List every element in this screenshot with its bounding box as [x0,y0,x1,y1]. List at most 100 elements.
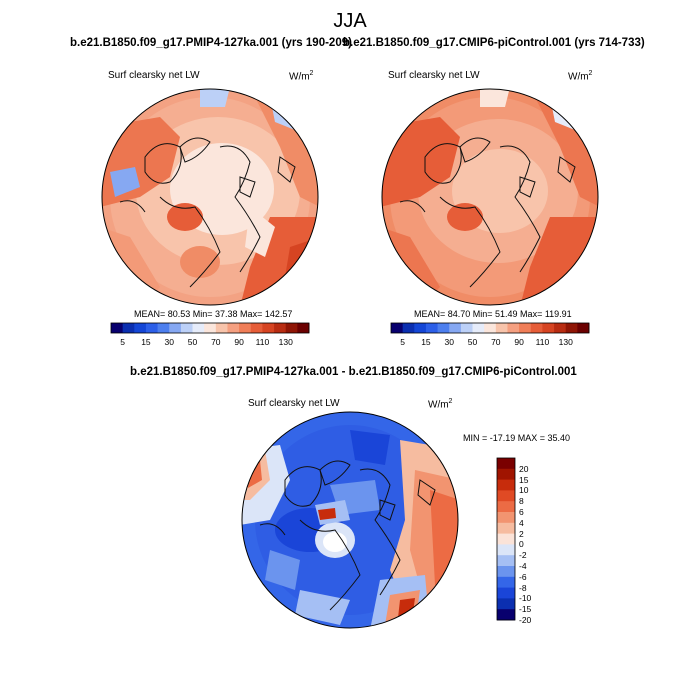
colorbar-swatch [437,323,450,333]
colorbar-tick-label: 6 [519,507,524,517]
colorbar-swatch [554,323,567,333]
colorbar-tick-label: -6 [519,571,527,582]
panel2-variable-label: Surf clearsky net LW [388,70,480,81]
colorbar-swatch [297,323,310,333]
diff-colorbar-ticks: 20 15 10 8 6 4 2 0 -2 -4 -6 -8 -10 -15 -20 [519,458,549,625]
colorbar-swatch [391,323,404,333]
colorbar-swatch [472,323,485,333]
colorbar-swatch [497,598,515,610]
colorbar-swatch [565,323,578,333]
colorbar-swatch [145,323,158,333]
colorbar-tick-label: 8 [519,496,524,507]
panel1-units: W/m2 [289,70,314,83]
diff-stats: MIN = -17.19 MAX = 35.40 [463,433,571,443]
panel1-colorbar-ticks: 5 15 30 50 70 90 110 130 [111,337,309,349]
colorbar-tick-label: 2 [519,528,524,539]
colorbar-swatch [192,323,205,333]
diff-units: W/m2 [428,398,453,411]
colorbar-swatch [497,555,515,567]
colorbar-tick-label: 15 [421,337,431,347]
colorbar-tick-label: -15 [519,604,532,615]
colorbar-swatch [497,566,515,578]
colorbar-swatch [449,323,462,333]
colorbar-swatch [402,323,415,333]
colorbar-swatch [497,576,515,588]
colorbar-swatch [227,323,240,333]
colorbar-tick-label: 5 [400,337,406,347]
colorbar-swatch [542,323,555,333]
colorbar-swatch [497,512,515,524]
colorbar-swatch [460,323,473,333]
colorbar-swatch [285,323,298,333]
colorbar-tick-label: 20 [519,463,529,474]
colorbar-border [496,457,516,621]
colorbar-swatch [497,468,515,480]
colorbar-tick-label: 10 [519,485,529,496]
colorbar-tick-label: 130 [278,337,293,347]
colorbar-tick-label: 30 [444,337,454,347]
panel2-colorbar-ticks: 5 15 30 50 70 90 110 130 [391,337,589,349]
colorbar-swatch [530,323,543,333]
colorbar-swatch [215,323,228,333]
colorbar-swatch [414,323,427,333]
colorbar-tick-label: 50 [467,337,478,347]
colorbar-swatch [180,323,193,333]
colorbar-swatch [497,501,515,513]
colorbar-border [390,322,590,334]
colorbar-tick-label: 50 [187,337,198,347]
colorbar-swatch [157,323,170,333]
colorbar-tick-label: 0 [519,539,524,550]
colorbar-swatch [507,323,520,333]
colorbar-swatch [577,323,590,333]
colorbar-swatch [111,323,124,333]
colorbar-swatch [495,323,508,333]
colorbar-tick-label: -10 [519,593,532,604]
colorbar-tick-label: -4 [519,561,527,571]
colorbar-swatch [497,587,515,599]
colorbar-border [110,322,310,334]
colorbar-swatch [134,323,147,333]
colorbar-swatch [425,323,438,333]
colorbar-tick-label: 110 [255,337,270,347]
colorbar-swatch [497,490,515,502]
colorbar-swatch [497,544,515,556]
colorbar-tick-label: -2 [519,550,527,561]
colorbar-swatch [484,323,497,333]
figure-title: JJA [333,10,367,32]
panel1-case-title: b.e21.B1850.f09_g17.PMIP4-127ka.001 (yrs… [70,37,352,49]
panel2-case-title: b.e21.B1850.f09_g17.CMIP6-piControl.001 … [343,37,645,49]
colorbar-tick-label: 90 [514,337,524,347]
colorbar-tick-label: 5 [120,337,126,347]
colorbar-tick-label: 110 [535,337,550,347]
colorbar-tick-label: 30 [164,337,174,347]
panel2-units: W/m2 [568,70,593,83]
colorbar-tick-label: 70 [211,337,221,347]
panel1-polar-map [101,88,319,306]
colorbar-swatch [204,323,217,333]
colorbar-swatch [497,533,515,545]
diff-case-title: b.e21.B1850.f09_g17.PMIP4-127ka.001 - b.… [130,366,577,378]
colorbar-tick-label: 130 [558,337,573,347]
colorbar-swatch [239,323,252,333]
diff-variable-label: Surf clearsky net LW [248,398,340,409]
colorbar-swatch [497,522,515,534]
colorbar-swatch [250,323,263,333]
colorbar-swatch [274,323,287,333]
colorbar-tick-label: -20 [519,615,532,625]
colorbar-tick-label: 70 [491,337,501,347]
panel1-stats: MEAN= 80.53 Min= 37.38 Max= 142.57 [134,309,293,319]
diff-colorbar [496,457,516,621]
colorbar-swatch [262,323,275,333]
panel1-variable-label: Surf clearsky net LW [108,70,200,81]
panel2-stats: MEAN= 84.70 Min= 51.49 Max= 119.91 [414,309,572,319]
diff-polar-map [241,411,459,629]
colorbar-swatch [497,609,515,621]
colorbar-tick-label: -8 [519,582,527,593]
colorbar-swatch [497,479,515,491]
colorbar-tick-label: 15 [141,337,151,347]
colorbar-swatch [122,323,135,333]
colorbar-swatch [497,458,515,470]
colorbar-swatch [519,323,532,333]
panel2-colorbar [390,322,590,334]
colorbar-swatch [169,323,182,333]
